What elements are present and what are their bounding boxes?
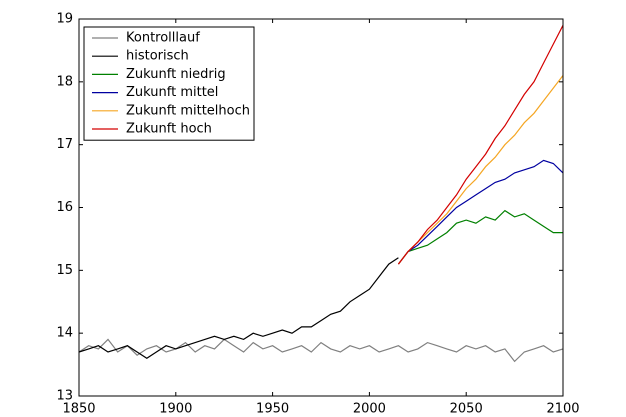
legend-label: Zukunft mittel	[126, 85, 218, 100]
x-tick-label: 1950	[256, 402, 289, 417]
y-tick-label: 15	[56, 263, 73, 278]
series-line	[397, 209, 563, 265]
legend-label: historisch	[126, 49, 189, 64]
series-line	[397, 75, 564, 265]
x-tick-label: 1900	[159, 402, 192, 417]
y-tick-label: 17	[56, 137, 73, 152]
legend-label: Zukunft niedrig	[126, 67, 226, 82]
series-line	[397, 159, 564, 265]
legend-label: Zukunft hoch	[126, 122, 212, 137]
y-tick-label: 18	[56, 74, 73, 89]
y-tick-label: 13	[56, 389, 73, 404]
x-tick-label: 1850	[62, 402, 95, 417]
legend-box	[83, 26, 255, 141]
legend-label: Zukunft mittelhoch	[126, 103, 250, 118]
y-tick-label: 19	[56, 12, 73, 27]
y-tick-label: 14	[56, 326, 73, 341]
x-tick-label: 2000	[353, 402, 386, 417]
x-tick-label: 2100	[546, 402, 579, 417]
series-line	[78, 338, 564, 363]
y-tick-label: 16	[56, 200, 73, 215]
series-line	[78, 257, 399, 360]
series-line	[397, 25, 564, 265]
legend-label: Kontrolllauf	[126, 31, 200, 46]
x-tick-label: 2050	[450, 402, 483, 417]
